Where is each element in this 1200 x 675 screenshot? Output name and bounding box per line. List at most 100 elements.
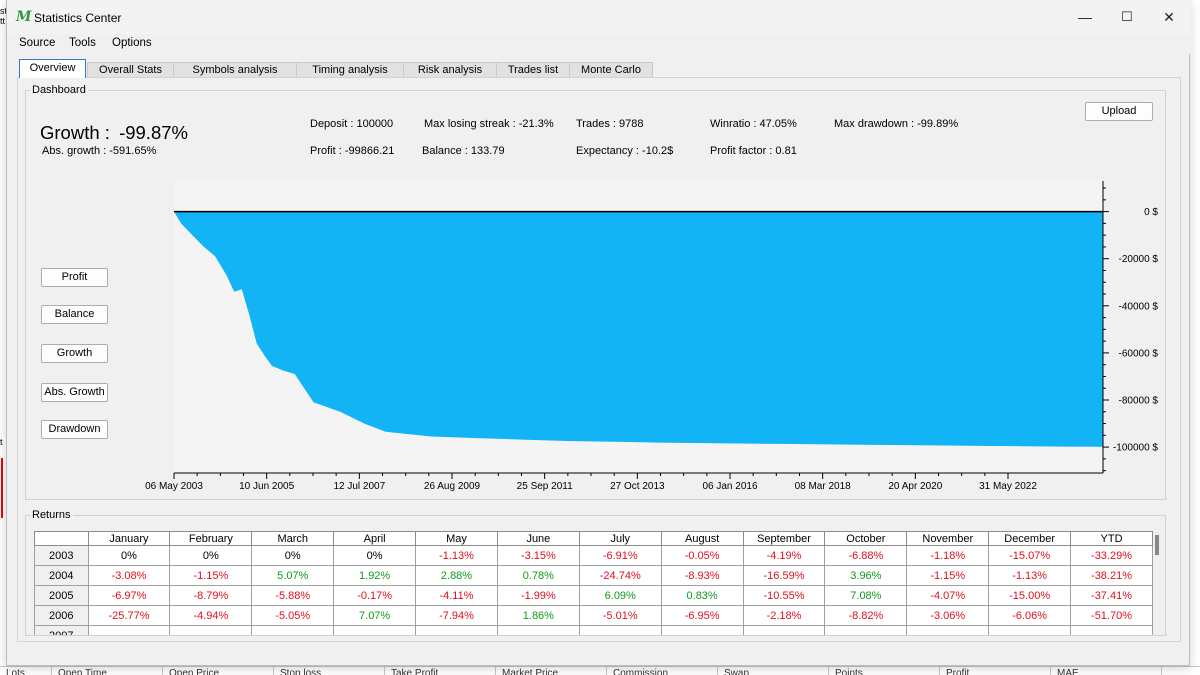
returns-cell: -24.74%	[578, 565, 662, 586]
returns-cell: -1.18%	[906, 545, 990, 566]
background-table-header-cell: Profit	[940, 667, 1051, 675]
returns-scrollbar[interactable]	[1155, 535, 1159, 555]
returns-cell	[333, 625, 417, 635]
y-tick-label: -20000 $	[1119, 254, 1159, 265]
returns-cell: -16.59%	[742, 565, 826, 586]
returns-cell: 0%	[169, 545, 253, 566]
returns-row[interactable]: 2006 -25.77% -4.94% -5.05% 7.07% -7.94% 1.86% -…	[34, 605, 1153, 626]
returns-cell: 0%	[333, 545, 417, 566]
returns-cell	[824, 625, 908, 635]
returns-row[interactable]: 2004 -3.08% -1.15% 5.07% 1.92% 2.88% 0.78% -24.…	[34, 565, 1153, 586]
returns-column-header[interactable]: August	[660, 531, 744, 546]
returns-corner-cell	[34, 531, 89, 546]
abs-growth-button[interactable]: Abs. Growth	[41, 383, 108, 402]
growth-label: Growth :	[40, 122, 110, 143]
returns-column-header[interactable]: November	[906, 531, 990, 546]
returns-cell: 0.83%	[660, 585, 744, 606]
menu-source[interactable]: Source	[19, 37, 56, 49]
returns-cell	[496, 625, 580, 635]
returns-row[interactable]: 2005 -6.97% -8.79% -5.88% -0.17% -4.11% -1.99%…	[34, 585, 1153, 606]
returns-cell: -33.29%	[1070, 545, 1153, 566]
returns-cell: -3.08%	[87, 565, 171, 586]
close-button[interactable]: ✕	[1163, 9, 1175, 25]
returns-column-header[interactable]: February	[169, 531, 253, 546]
returns-table-viewport: January February March April May June July Augu…	[26, 516, 1171, 635]
returns-column-header[interactable]: December	[988, 531, 1072, 546]
growth-value: -99.87%	[119, 122, 188, 143]
returns-column-header[interactable]: March	[251, 531, 335, 546]
returns-header-row: January February March April May June July Augu…	[34, 531, 1153, 546]
upload-button[interactable]: Upload	[1085, 102, 1153, 121]
tab-overall-stats[interactable]: Overall Stats	[87, 62, 174, 77]
returns-column-header[interactable]: June	[496, 531, 580, 546]
tab-timing-analysis[interactable]: Timing analysis	[296, 62, 404, 77]
max-losing-streak-stat: Max losing streak : -21.3%	[424, 118, 554, 130]
returns-cell: -15.00%	[988, 585, 1072, 606]
x-tick-label: 25 Sep 2011	[517, 481, 573, 492]
returns-column-header[interactable]: January	[87, 531, 171, 546]
profit-series-area	[174, 211, 1103, 447]
returns-cell: -0.17%	[333, 585, 417, 606]
background-table-header-cell: Lots	[0, 667, 52, 675]
drawdown-button[interactable]: Drawdown	[41, 420, 108, 439]
y-tick-label: -40000 $	[1119, 301, 1159, 312]
tab-symbols-analysis[interactable]: Symbols analysis	[173, 62, 297, 77]
tab-trades-list[interactable]: Trades list	[496, 62, 570, 77]
returns-cell: -5.01%	[578, 605, 662, 626]
returns-cell: -6.88%	[824, 545, 908, 566]
deposit-stat: Deposit : 100000	[310, 118, 394, 130]
returns-cell: -3.06%	[906, 605, 990, 626]
x-tick-label: 08 Mar 2018	[795, 481, 852, 492]
tab-overview[interactable]: Overview	[19, 59, 86, 78]
returns-cell: -4.11%	[415, 585, 498, 606]
returns-row[interactable]: 2003 0% 0% 0% 0% -1.13% -3.15% -6.91% -0.05% -4.1…	[34, 545, 1153, 566]
returns-cell: -6.06%	[988, 605, 1072, 626]
x-tick-label: 27 Oct 2013	[610, 481, 665, 492]
maximize-button[interactable]: ☐	[1121, 9, 1133, 24]
returns-cell: -1.15%	[169, 565, 253, 586]
overview-panel: Dashboard Growth : -99.87% Abs. growth :…	[17, 77, 1181, 642]
title-bar[interactable]: M Statistics Center — ☐ ✕	[7, 0, 1191, 34]
returns-cell: -1.13%	[988, 565, 1072, 586]
returns-cell: 5.07%	[251, 565, 335, 586]
dashboard-group: Dashboard Growth : -99.87% Abs. growth :…	[25, 84, 1166, 500]
minimize-button[interactable]: —	[1078, 9, 1092, 25]
x-tick-label: 06 Jan 2016	[702, 481, 757, 492]
returns-cell	[415, 625, 498, 635]
menu-tools[interactable]: Tools	[69, 37, 96, 49]
returns-cell	[742, 625, 826, 635]
menu-bar: Source Tools Options	[7, 34, 1191, 54]
balance-button[interactable]: Balance	[41, 305, 108, 324]
returns-column-header[interactable]: October	[824, 531, 908, 546]
tab-monte-carlo[interactable]: Monte Carlo	[569, 62, 653, 77]
returns-column-header[interactable]: September	[742, 531, 826, 546]
returns-cell: -3.15%	[496, 545, 580, 566]
tab-risk-analysis[interactable]: Risk analysis	[403, 62, 497, 77]
returns-cell: -5.05%	[251, 605, 335, 626]
profit-button[interactable]: Profit	[41, 268, 108, 287]
returns-cell: -51.70%	[1070, 605, 1153, 626]
background-table-header-cell: Take Profit	[385, 667, 496, 675]
returns-cell: 7.08%	[824, 585, 908, 606]
menu-options[interactable]: Options	[112, 37, 152, 49]
y-tick-label: -80000 $	[1119, 396, 1159, 407]
returns-cell: -1.13%	[415, 545, 498, 566]
returns-row[interactable]: 2007	[34, 625, 1153, 635]
returns-cell: -4.94%	[169, 605, 253, 626]
returns-year-cell: 2005	[34, 585, 89, 606]
background-glyph: t	[0, 437, 3, 447]
returns-column-header[interactable]: YTD	[1070, 531, 1153, 546]
returns-cell: -7.94%	[415, 605, 498, 626]
returns-label: Returns	[30, 509, 73, 521]
expectancy-stat: Expectancy : -10.2$	[576, 145, 674, 157]
returns-column-header[interactable]: July	[578, 531, 662, 546]
returns-cell: 0%	[251, 545, 335, 566]
returns-cell: 7.07%	[333, 605, 417, 626]
growth-button[interactable]: Growth	[41, 344, 108, 363]
returns-cell: 0.78%	[496, 565, 580, 586]
returns-column-header[interactable]: April	[333, 531, 417, 546]
returns-cell	[988, 625, 1072, 635]
window-title: Statistics Center	[34, 11, 122, 25]
returns-column-header[interactable]: May	[415, 531, 498, 546]
returns-cell: -38.21%	[1070, 565, 1153, 586]
